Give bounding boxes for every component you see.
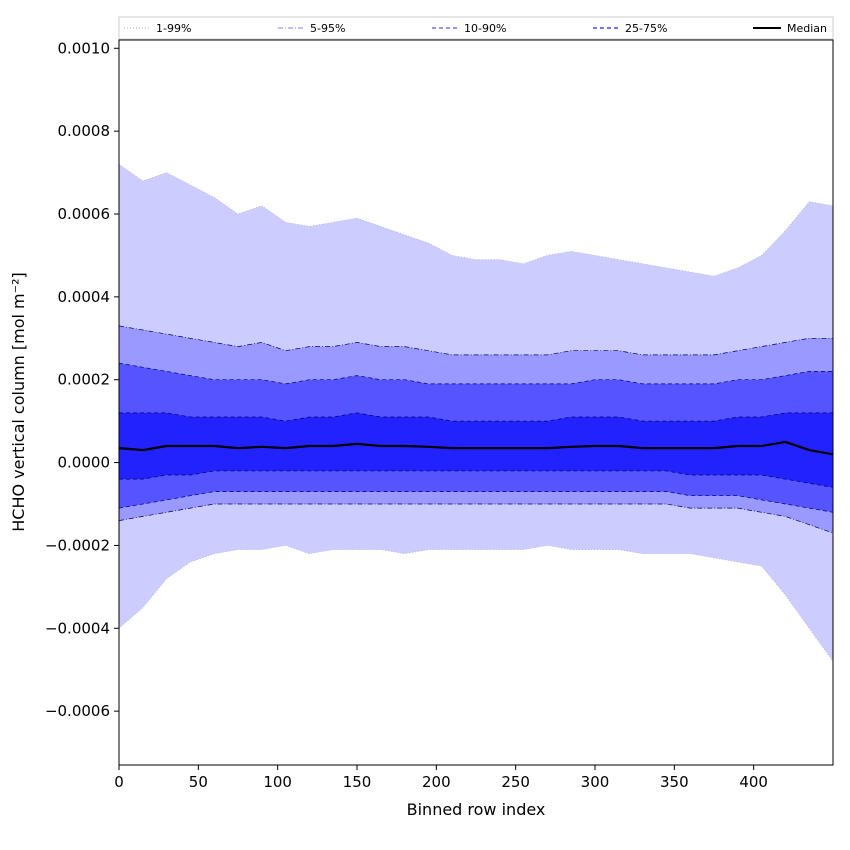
y-tick-label: 0.0010 [58, 39, 111, 57]
y-tick-label: 0.0006 [58, 205, 111, 223]
band-lower-line-1 [118, 503, 834, 534]
x-tick-label: 200 [422, 773, 451, 791]
band-lower-line-3 [119, 470, 834, 488]
band-lower-line-2 [118, 491, 834, 513]
y-tick-label: 0.0002 [58, 371, 111, 389]
legend-frame [118, 16, 834, 40]
y-tick-label: −0.0004 [45, 619, 110, 637]
y-tick-label: −0.0006 [45, 702, 110, 720]
plot-frame [118, 39, 834, 766]
y-tick-label: 0.0000 [58, 454, 111, 472]
band-upper-line-1 [118, 325, 833, 356]
median-line [118, 440, 834, 456]
x-tick-label: 50 [189, 773, 208, 791]
legend-label: 10-90% [464, 22, 506, 35]
legend-label: 5-95% [310, 22, 345, 35]
band-upper-line-2 [118, 362, 833, 385]
y-tick-label: −0.0002 [45, 536, 110, 554]
legend-label: 25-75% [625, 22, 667, 35]
percentile-bands [119, 164, 833, 662]
median-line-group [118, 440, 834, 456]
band-25-75pct [119, 412, 833, 488]
x-tick-label: 150 [343, 773, 372, 791]
legend-label: Median [787, 22, 827, 35]
x-axis-label: Binned row index [407, 800, 546, 819]
y-axis-label: HCHO vertical column [mol m⁻²] [9, 272, 28, 531]
x-tick-label: 0 [114, 773, 124, 791]
x-tick-label: 250 [501, 773, 530, 791]
band-edge-lines [118, 164, 834, 662]
x-tick-label: 300 [581, 773, 610, 791]
x-tick-label: 100 [263, 773, 292, 791]
y-axis-ticks: −0.0006 −0.0004 −0.0002 0.0000 0.0002 0.0004 0… [45, 39, 119, 720]
legend-label: 1-99% [156, 22, 191, 35]
band-lower-line-0 [118, 545, 834, 662]
x-tick-label: 400 [739, 773, 768, 791]
band-upper-line-3 [119, 412, 833, 422]
legend: 1-99% 5-95% 10-90% 25-75% Median [118, 16, 834, 40]
y-tick-label: 0.0004 [58, 288, 111, 306]
y-tick-label: 0.0008 [58, 122, 111, 140]
x-tick-label: 350 [660, 773, 689, 791]
band-upper-line-0 [118, 164, 834, 277]
x-axis-ticks: 0 50 100 150 200 250 300 350 400 [114, 765, 768, 791]
